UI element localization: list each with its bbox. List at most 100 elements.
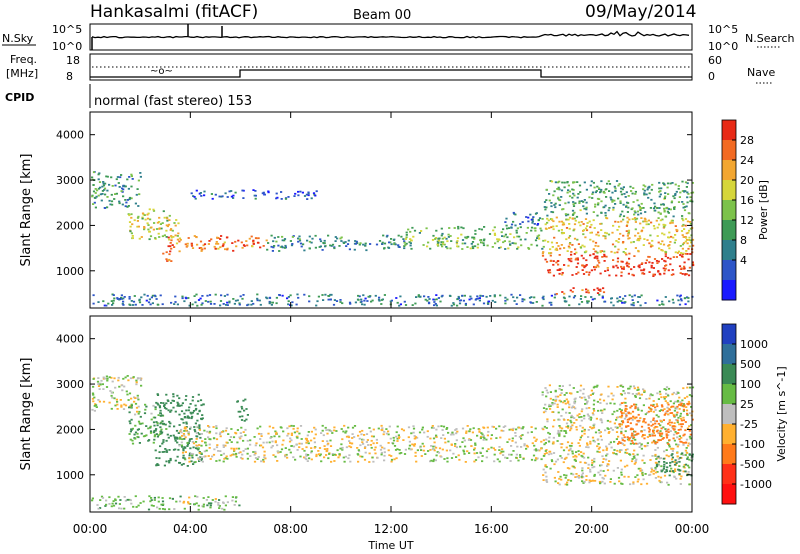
velocity-echo-cell bbox=[565, 432, 568, 434]
velocity-echo-cell bbox=[647, 423, 650, 426]
velocity-echo-cell bbox=[134, 413, 137, 416]
power-echo-cell bbox=[570, 253, 573, 256]
power-echo-cell bbox=[595, 190, 598, 192]
velocity-echo-cell bbox=[518, 426, 521, 429]
velocity-echo-cell bbox=[168, 508, 171, 511]
velocity-echo-cell bbox=[553, 419, 556, 422]
velocity-echo-cell bbox=[483, 427, 486, 429]
noise-sky-label: N.Sky bbox=[2, 32, 34, 45]
power-echo-cell bbox=[374, 294, 377, 297]
velocity-echo-cell bbox=[156, 506, 159, 509]
velocity-echo-cell bbox=[195, 435, 198, 438]
velocity-echo-cell bbox=[560, 389, 563, 391]
velocity-echo-cell bbox=[679, 456, 682, 459]
power-echo-cell bbox=[265, 239, 268, 242]
power-echo-cell bbox=[450, 240, 453, 242]
velocity-echo-cell bbox=[676, 452, 679, 454]
velocity-echo-cell bbox=[274, 440, 277, 443]
power-echo-cell bbox=[542, 298, 545, 301]
velocity-echo-cell bbox=[688, 466, 691, 469]
velocity-echo-cell bbox=[465, 432, 468, 434]
power-echo-cell bbox=[634, 228, 637, 231]
velocity-echo-cell bbox=[573, 459, 576, 461]
power-echo-cell bbox=[672, 301, 675, 304]
velocity-echo-cell bbox=[379, 448, 383, 451]
velocity-echo-cell bbox=[198, 429, 201, 431]
power-echo-cell bbox=[485, 295, 488, 298]
velocity-echo-cell bbox=[414, 451, 417, 454]
power-echo-cell bbox=[614, 203, 617, 205]
power-echo-cell bbox=[578, 303, 581, 306]
velocity-echo-cell bbox=[551, 460, 554, 463]
velocity-echo-cell bbox=[190, 412, 193, 415]
power-echo-cell bbox=[678, 196, 681, 198]
velocity-echo-cell bbox=[242, 450, 245, 452]
velocity-echo-cell bbox=[672, 402, 675, 405]
power-echo-cell bbox=[567, 245, 570, 248]
velocity-echo-cell bbox=[114, 502, 118, 505]
velocity-echo-cell bbox=[173, 508, 176, 510]
power-echo-cell bbox=[441, 245, 444, 248]
velocity-echo-cell bbox=[585, 402, 588, 405]
velocity-echo-cell bbox=[288, 425, 291, 428]
velocity-echo-cell bbox=[223, 457, 226, 460]
power-echo-cell bbox=[625, 191, 628, 194]
power-echo-cell bbox=[434, 238, 437, 240]
velocity-echo-cell bbox=[588, 397, 591, 399]
power-echo-cell bbox=[654, 209, 657, 212]
power-echo-cell bbox=[618, 296, 622, 298]
velocity-echo-cell bbox=[235, 452, 238, 455]
velocity-echo-cell bbox=[442, 425, 446, 428]
velocity-echo-cell bbox=[198, 433, 201, 436]
velocity-echo-cell bbox=[567, 479, 570, 481]
power-echo-cell bbox=[457, 225, 460, 228]
power-echo-cell bbox=[547, 240, 550, 243]
power-echo-cell bbox=[207, 243, 210, 245]
power-echo-cell bbox=[378, 296, 381, 299]
time-xlabel: Time UT bbox=[367, 539, 413, 552]
velocity-echo-cell bbox=[101, 497, 105, 499]
velocity-echo-cell bbox=[246, 414, 249, 416]
velocity-echo-cell bbox=[593, 465, 596, 468]
power-echo-cell bbox=[147, 228, 150, 231]
velocity-echo-cell bbox=[662, 437, 665, 439]
power-echo-cell bbox=[665, 207, 668, 209]
power-echo-cell bbox=[217, 247, 220, 250]
power-echo-cell bbox=[103, 304, 106, 307]
velocity-echo-cell bbox=[560, 457, 563, 459]
power-echo-cell bbox=[259, 246, 262, 249]
power-echo-cell bbox=[166, 219, 169, 222]
power-echo-cell bbox=[680, 230, 684, 232]
velocity-echo-cell bbox=[130, 418, 133, 421]
velocity-echo-cell bbox=[161, 431, 164, 434]
velocity-echo-cell bbox=[664, 400, 667, 402]
velocity-echo-cell bbox=[91, 397, 95, 400]
velocity-echo-cell bbox=[191, 456, 194, 459]
power-echo-cell bbox=[613, 199, 616, 202]
power-echo-cell bbox=[417, 294, 420, 296]
velocity-echo-cell bbox=[665, 392, 668, 395]
power-echo-cell bbox=[529, 301, 532, 304]
power-echo-cell bbox=[612, 304, 615, 307]
velocity-echo-cell bbox=[468, 430, 471, 433]
power-echo-cell bbox=[266, 248, 269, 251]
velocity-echo-cell bbox=[464, 461, 467, 463]
power-echo-cell bbox=[611, 199, 614, 201]
velocity-echo-cell bbox=[493, 453, 496, 456]
velocity-echo-cell bbox=[586, 444, 589, 446]
velocity-echo-cell bbox=[482, 439, 485, 441]
velocity-echo-cell bbox=[102, 400, 106, 403]
power-echo-cell bbox=[626, 221, 629, 224]
power-echo-cell bbox=[443, 243, 446, 246]
power-echo-cell bbox=[661, 249, 664, 252]
velocity-echo-cell bbox=[196, 495, 199, 498]
velocity-echo-cell bbox=[624, 401, 627, 404]
power-echo-cell bbox=[667, 208, 670, 210]
power-echo-cell bbox=[157, 303, 160, 306]
velocity-echo-cell bbox=[235, 447, 238, 450]
power-echo-cell bbox=[230, 190, 233, 192]
velocity-echo-cell bbox=[530, 458, 534, 461]
velocity-echo-cell bbox=[191, 415, 194, 418]
power-echo-cell bbox=[535, 244, 539, 247]
velocity-echo-cell bbox=[567, 400, 570, 403]
